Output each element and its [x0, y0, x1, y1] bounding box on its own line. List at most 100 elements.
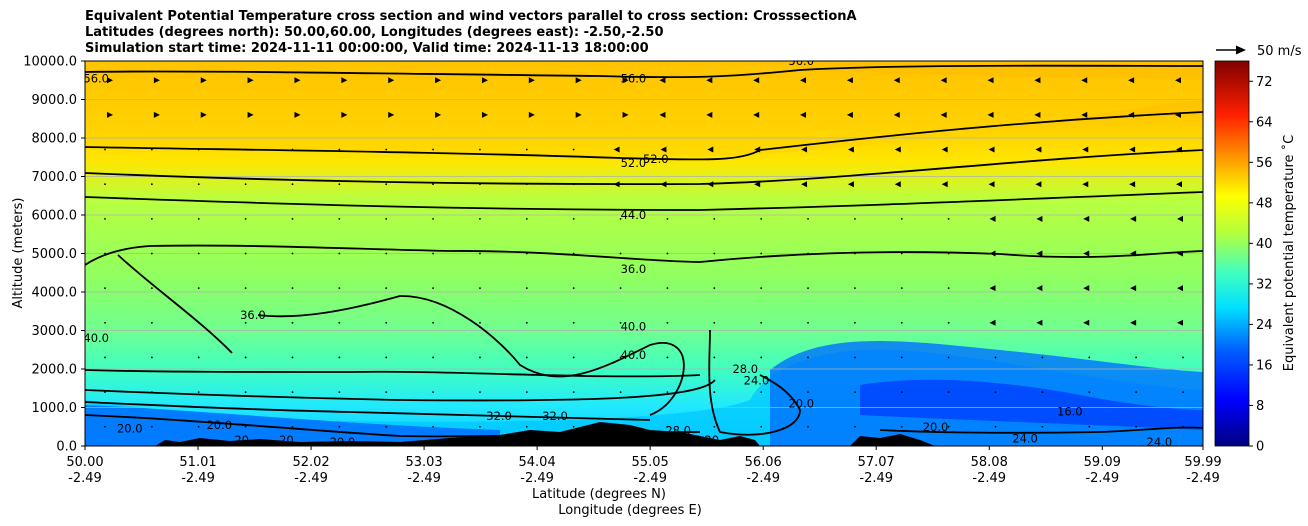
contour-label: 24: [525, 431, 540, 445]
wind-vector: [1035, 146, 1042, 153]
chart-title-line-3: Simulation start time: 2024-11-11 00:00:…: [85, 41, 649, 56]
y-tick-label: 6000.0: [32, 209, 78, 224]
wind-vector: [479, 356, 481, 359]
wind-vector: [1035, 181, 1042, 188]
wind-vector: [1083, 319, 1090, 326]
wind-vector: [1036, 319, 1043, 326]
wind-vector: [528, 77, 535, 84]
x-tick-label-lat: 58.08: [971, 455, 1008, 470]
contour-label: 20.0: [923, 420, 949, 434]
wind-vector: [244, 252, 247, 255]
wind-vector: [994, 356, 997, 359]
wind-vector: [1082, 146, 1089, 153]
wind-vector: [989, 285, 996, 292]
x-axis-label-latitude: Latitude (degrees N): [532, 487, 666, 502]
wind-vector: [846, 77, 853, 84]
x-tick-label-lat: 50.00: [66, 455, 103, 470]
wind-vector: [575, 77, 582, 84]
wind-vector: [900, 217, 903, 220]
wind-vector: [525, 287, 528, 290]
wind-vector: [338, 321, 341, 324]
wind-vector: [244, 287, 247, 290]
colorbar-tick-label: 64: [1256, 115, 1273, 130]
wind-vector: [894, 181, 901, 188]
x-tick-label-lon: -2.49: [181, 471, 215, 486]
contour-label: 56.0: [83, 71, 109, 85]
wind-vector: [988, 181, 995, 188]
wind-vector: [385, 148, 388, 151]
wind-vector: [807, 425, 809, 428]
wind-vector: [104, 425, 106, 428]
wind-vector: [619, 252, 622, 255]
wind-vector: [525, 391, 528, 393]
wind-vector: [619, 287, 622, 290]
wind-vector: [432, 217, 434, 220]
wind-vector: [1081, 111, 1088, 118]
wind-vector: [666, 391, 669, 393]
wind-vector: [854, 425, 856, 428]
wind-vector: [1130, 285, 1137, 292]
x-tick-label-lon: -2.49: [746, 471, 780, 486]
x-tick-label-lat: 55.05: [632, 455, 669, 470]
wind-vector: [713, 425, 716, 428]
wind-vector: [989, 319, 996, 326]
contour-label: 28.0: [732, 362, 758, 376]
wind-vector: [479, 391, 481, 393]
wind-vector: [291, 425, 294, 428]
wind-vector: [432, 183, 434, 186]
wind-vector: [244, 321, 247, 324]
wind-vector: [666, 217, 669, 220]
wind-vector: [947, 287, 950, 290]
wind-vector: [481, 77, 488, 84]
x-tick-label-lat: 56.06: [745, 455, 782, 470]
wind-vector: [385, 183, 388, 186]
y-tick-label: 10000.0: [23, 55, 77, 70]
wind-vector: [104, 148, 106, 151]
y-tick-label: 2000.0: [32, 363, 78, 378]
wind-vector: [894, 146, 901, 153]
wind-vector: [525, 148, 528, 151]
wind-vector: [1182, 356, 1184, 359]
contour-label: 20.0: [117, 422, 143, 436]
wind-vector: [760, 252, 763, 255]
x-tick-label-lon: -2.49: [972, 471, 1006, 486]
wind-vector: [432, 391, 434, 393]
wind-vector: [659, 77, 666, 84]
wind-vector: [941, 181, 948, 188]
wind-vector: [1129, 146, 1136, 153]
wind-vector: [660, 146, 667, 153]
wind-vector: [197, 252, 200, 255]
contour-label: 20.0: [206, 418, 232, 432]
wind-vector: [479, 321, 481, 324]
wind-vector: [900, 252, 903, 255]
wind-vector: [200, 77, 207, 84]
wind-vector: [291, 356, 294, 359]
wind-vector: [525, 356, 528, 359]
wind-vector: [1034, 77, 1041, 84]
wind-vector: [760, 321, 763, 324]
x-tick-label-lat: 54.04: [519, 455, 556, 470]
wind-vector: [150, 183, 153, 186]
wind-vector: [1036, 215, 1043, 222]
x-tick-label-lon: -2.49: [1186, 471, 1220, 486]
y-axis-label: Altitude (meters): [11, 198, 26, 309]
contour-label: 32.0: [542, 409, 568, 423]
contour-label: 20: [234, 433, 249, 447]
wind-vector: [994, 425, 997, 428]
wind-vector: [619, 391, 622, 393]
colorbar-ticks: 0 8 16 24 32 40 48 56 64 72: [1249, 75, 1273, 455]
wind-vector: [900, 391, 903, 393]
wind-vector: [619, 321, 622, 324]
wind-vector: [432, 252, 434, 255]
wind-vector: [197, 183, 200, 186]
colorbar-tick-label: 40: [1256, 237, 1273, 252]
wind-vector: [153, 77, 160, 84]
wind-vector: [104, 356, 106, 359]
contour-lines: [85, 64, 1203, 438]
x-tick-label-lon: -2.49: [520, 471, 554, 486]
wind-vector: [104, 321, 106, 324]
wind-vector: [619, 217, 622, 220]
wind-vector: [753, 77, 760, 84]
wind-vector: [1176, 181, 1182, 188]
